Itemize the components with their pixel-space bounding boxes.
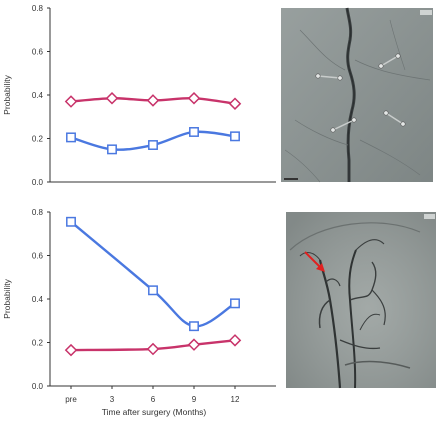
bottom-data-point-square — [230, 298, 240, 309]
top-y-tick-label: 0.2 — [32, 135, 44, 144]
top-data-point-diamond — [146, 94, 160, 107]
top-data-point-square — [189, 127, 199, 137]
bottom-x-tick-label: 9 — [192, 395, 197, 404]
bottom-data-point-diamond — [64, 343, 78, 357]
top-data-point-square — [66, 132, 76, 143]
top-chart: 0.0 0.2 0.4 0.6 0.8 Probability — [2, 4, 276, 187]
top-y-tick-label: 0.8 — [32, 4, 44, 13]
angiogram-image-top — [281, 7, 433, 183]
bottom-x-axis-label: Time after surgery (Months) — [102, 407, 207, 417]
bottom-y-tick-label: 0.2 — [32, 339, 44, 348]
bottom-x-tick-label: 12 — [231, 395, 240, 404]
bottom-data-point-diamond — [187, 338, 201, 351]
bottom-chart: 0.0 0.2 0.4 0.6 0.8 pre 3 6 9 12 Probability Tim… — [2, 208, 276, 417]
top-data-point-diamond — [64, 95, 78, 108]
bottom-series-square-line — [69, 220, 237, 328]
bottom-x-tick-label: pre — [65, 395, 77, 404]
bottom-y-tick-label: 0.4 — [32, 295, 44, 304]
bottom-data-point-square — [66, 216, 76, 227]
bottom-x-tick-label: 6 — [151, 395, 156, 404]
top-data-point-diamond — [228, 97, 242, 110]
bottom-y-tick-label: 0.0 — [32, 382, 44, 391]
bottom-x-tick-label: 3 — [110, 395, 115, 404]
top-y-tick-label: 0.4 — [32, 91, 44, 100]
bottom-y-tick-label: 0.6 — [32, 252, 44, 261]
top-data-point-diamond — [187, 92, 201, 105]
top-data-point-square — [107, 144, 117, 155]
top-data-point-diamond — [105, 92, 119, 105]
bottom-y-tick-label: 0.8 — [32, 208, 44, 217]
bottom-y-axis-label: Probability — [2, 278, 12, 318]
top-y-tick-label: 0.6 — [32, 48, 44, 57]
bottom-data-point-diamond — [228, 334, 242, 347]
bottom-data-point-diamond — [146, 342, 160, 356]
bottom-data-point-square — [189, 321, 199, 332]
bottom-series-diamond-line — [69, 339, 237, 352]
bottom-data-point-square — [148, 285, 158, 296]
red-arrow — [304, 251, 325, 272]
angiogram-image-bottom — [286, 212, 436, 389]
top-data-point-square — [148, 140, 158, 150]
top-y-axis-label: Probability — [2, 74, 12, 114]
top-y-tick-label: 0.0 — [32, 178, 44, 187]
top-data-point-square — [230, 131, 240, 142]
